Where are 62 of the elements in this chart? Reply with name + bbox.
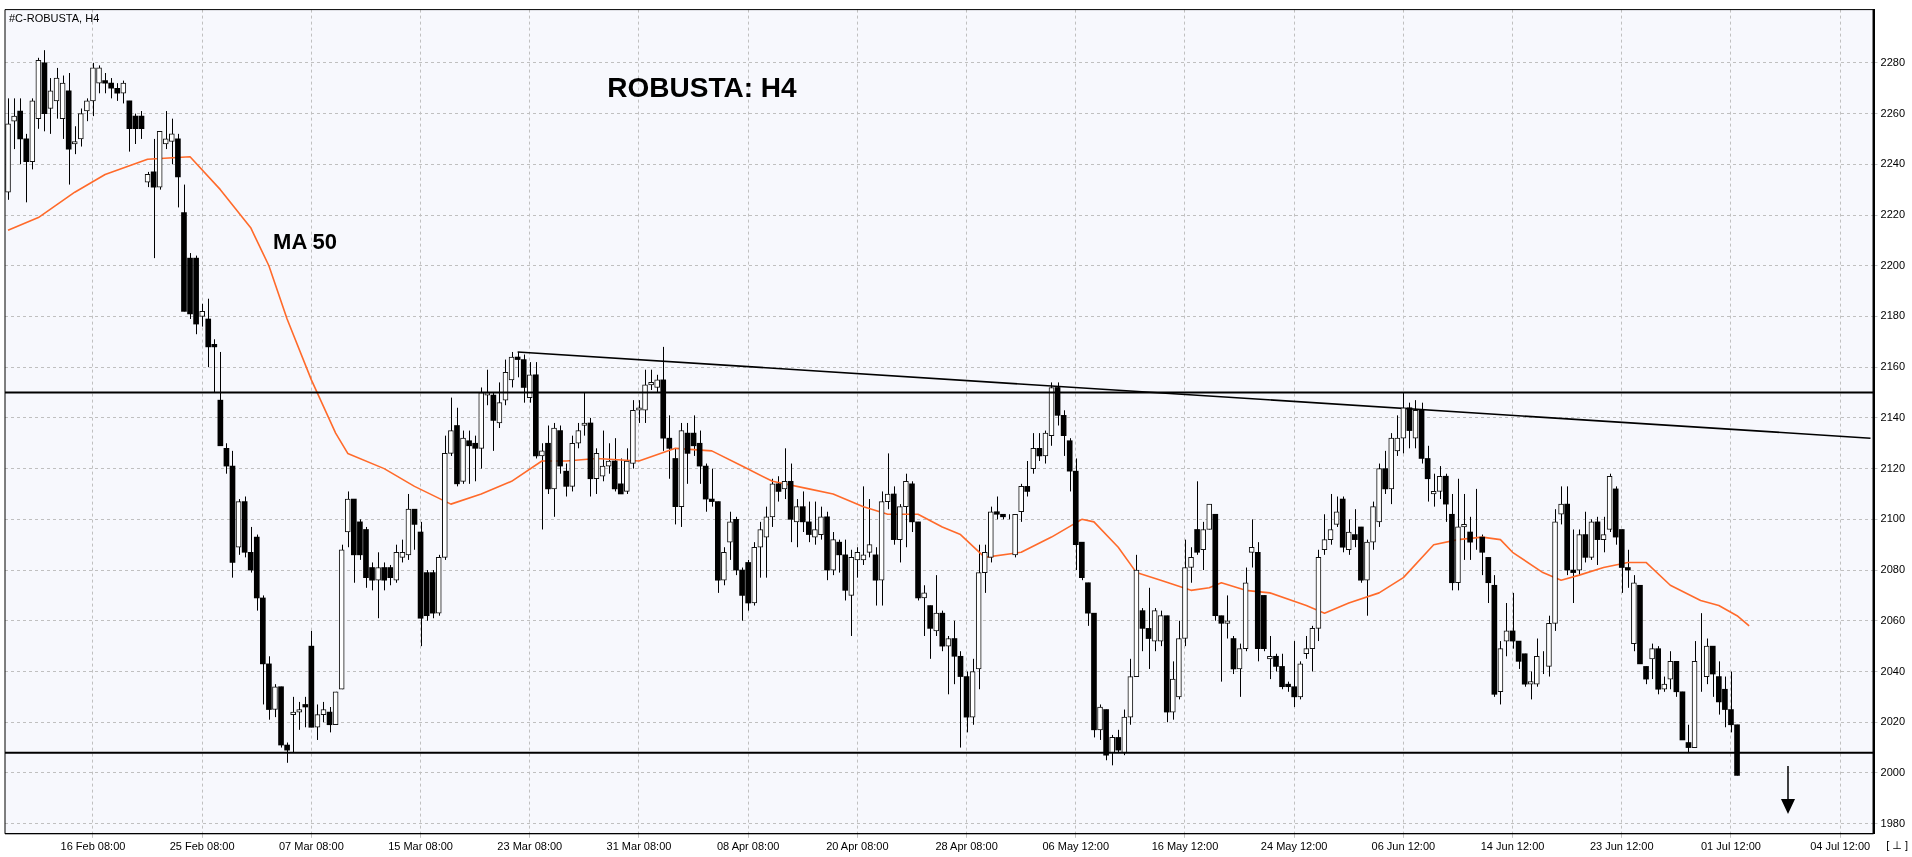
x-tick-label: 24 May 12:00: [1260, 840, 1328, 853]
x-tick-label: 25 Feb 08:00: [169, 840, 235, 853]
x-tick-label: 01 Jul 12:00: [1700, 840, 1761, 853]
x-tick-label: 06 Jun 12:00: [1371, 840, 1436, 853]
candlestick: [23, 133, 30, 203]
candlestick: [84, 97, 90, 122]
text: [ ⊥ ]: [1886, 838, 1908, 851]
candlestick: [1467, 516, 1473, 561]
candlestick: [1303, 635, 1310, 660]
y-tick-label: 2000: [1880, 765, 1906, 778]
x-tick-label: 20 Apr 08:00: [826, 840, 889, 853]
candlestick: [836, 539, 842, 574]
y-tick-label: 2280: [1880, 55, 1906, 68]
x-tick-label: 07 Mar 08:00: [278, 840, 344, 853]
x-tick-label: 23 Jun 12:00: [1589, 840, 1654, 853]
candlestick: [563, 463, 569, 498]
candlestick: [296, 701, 303, 731]
x-tick-label: 31 Mar 08:00: [606, 840, 672, 853]
candlestick: [575, 422, 582, 449]
y-tick-label: 2060: [1880, 613, 1906, 626]
y-tick-label: 2080: [1880, 563, 1906, 576]
y-tick-label: 2120: [1880, 461, 1906, 474]
x-tick-label: 08 Apr 08:00: [716, 840, 780, 853]
candlestick: [648, 369, 654, 391]
y-tick-label: 1980: [1880, 816, 1906, 829]
candlestick: [1430, 473, 1437, 508]
y-tick-label: 2220: [1880, 208, 1906, 221]
x-tick-label: 15 Mar 08:00: [388, 840, 453, 853]
y-tick-label: 2260: [1880, 106, 1906, 119]
candlestick: [806, 501, 812, 543]
x-tick-label: 04 Jul 12:00: [1810, 840, 1871, 853]
x-tick-label: 23 Mar 08:00: [497, 840, 563, 853]
candlestick: [866, 498, 873, 558]
chart-subtitle: #C-ROBUSTA, H4: [9, 12, 100, 25]
candlestick: [1382, 450, 1388, 495]
candlestick: [799, 490, 806, 533]
x-tick-label: 16 Feb 08:00: [60, 840, 126, 853]
candlestick: [1570, 528, 1577, 604]
candlestick: [1188, 546, 1194, 584]
y-tick-label: 2180: [1880, 309, 1906, 322]
candlestick: [927, 605, 933, 660]
candlestick: [1582, 511, 1589, 563]
candlestick: [1248, 518, 1255, 569]
y-tick-label: 2240: [1880, 157, 1906, 170]
candlestick: [636, 399, 642, 424]
candlestick: [102, 72, 108, 94]
x-tick-label: 14 Jun 12:00: [1480, 840, 1545, 853]
y-tick-label: 2040: [1880, 664, 1906, 677]
y-tick-label: 2160: [1880, 360, 1906, 373]
y-tick-label: 2020: [1880, 715, 1906, 728]
candlestick: [1024, 460, 1031, 498]
y-tick-label: 2100: [1880, 512, 1906, 525]
text: ROBUSTA: H4: [607, 72, 798, 104]
x-tick-label: 16 May 12:00: [1151, 840, 1219, 853]
series-label: MA 50: [273, 228, 338, 254]
y-tick-label: 2200: [1880, 258, 1906, 271]
x-tick-label: 06 May 12:00: [1042, 840, 1110, 853]
candlestick: [1479, 534, 1486, 576]
candlestick: [1461, 493, 1467, 561]
candlestick: [1194, 480, 1200, 556]
y-tick-label: 2140: [1880, 410, 1906, 423]
x-tick-label: 28 Apr 08:00: [935, 840, 998, 853]
